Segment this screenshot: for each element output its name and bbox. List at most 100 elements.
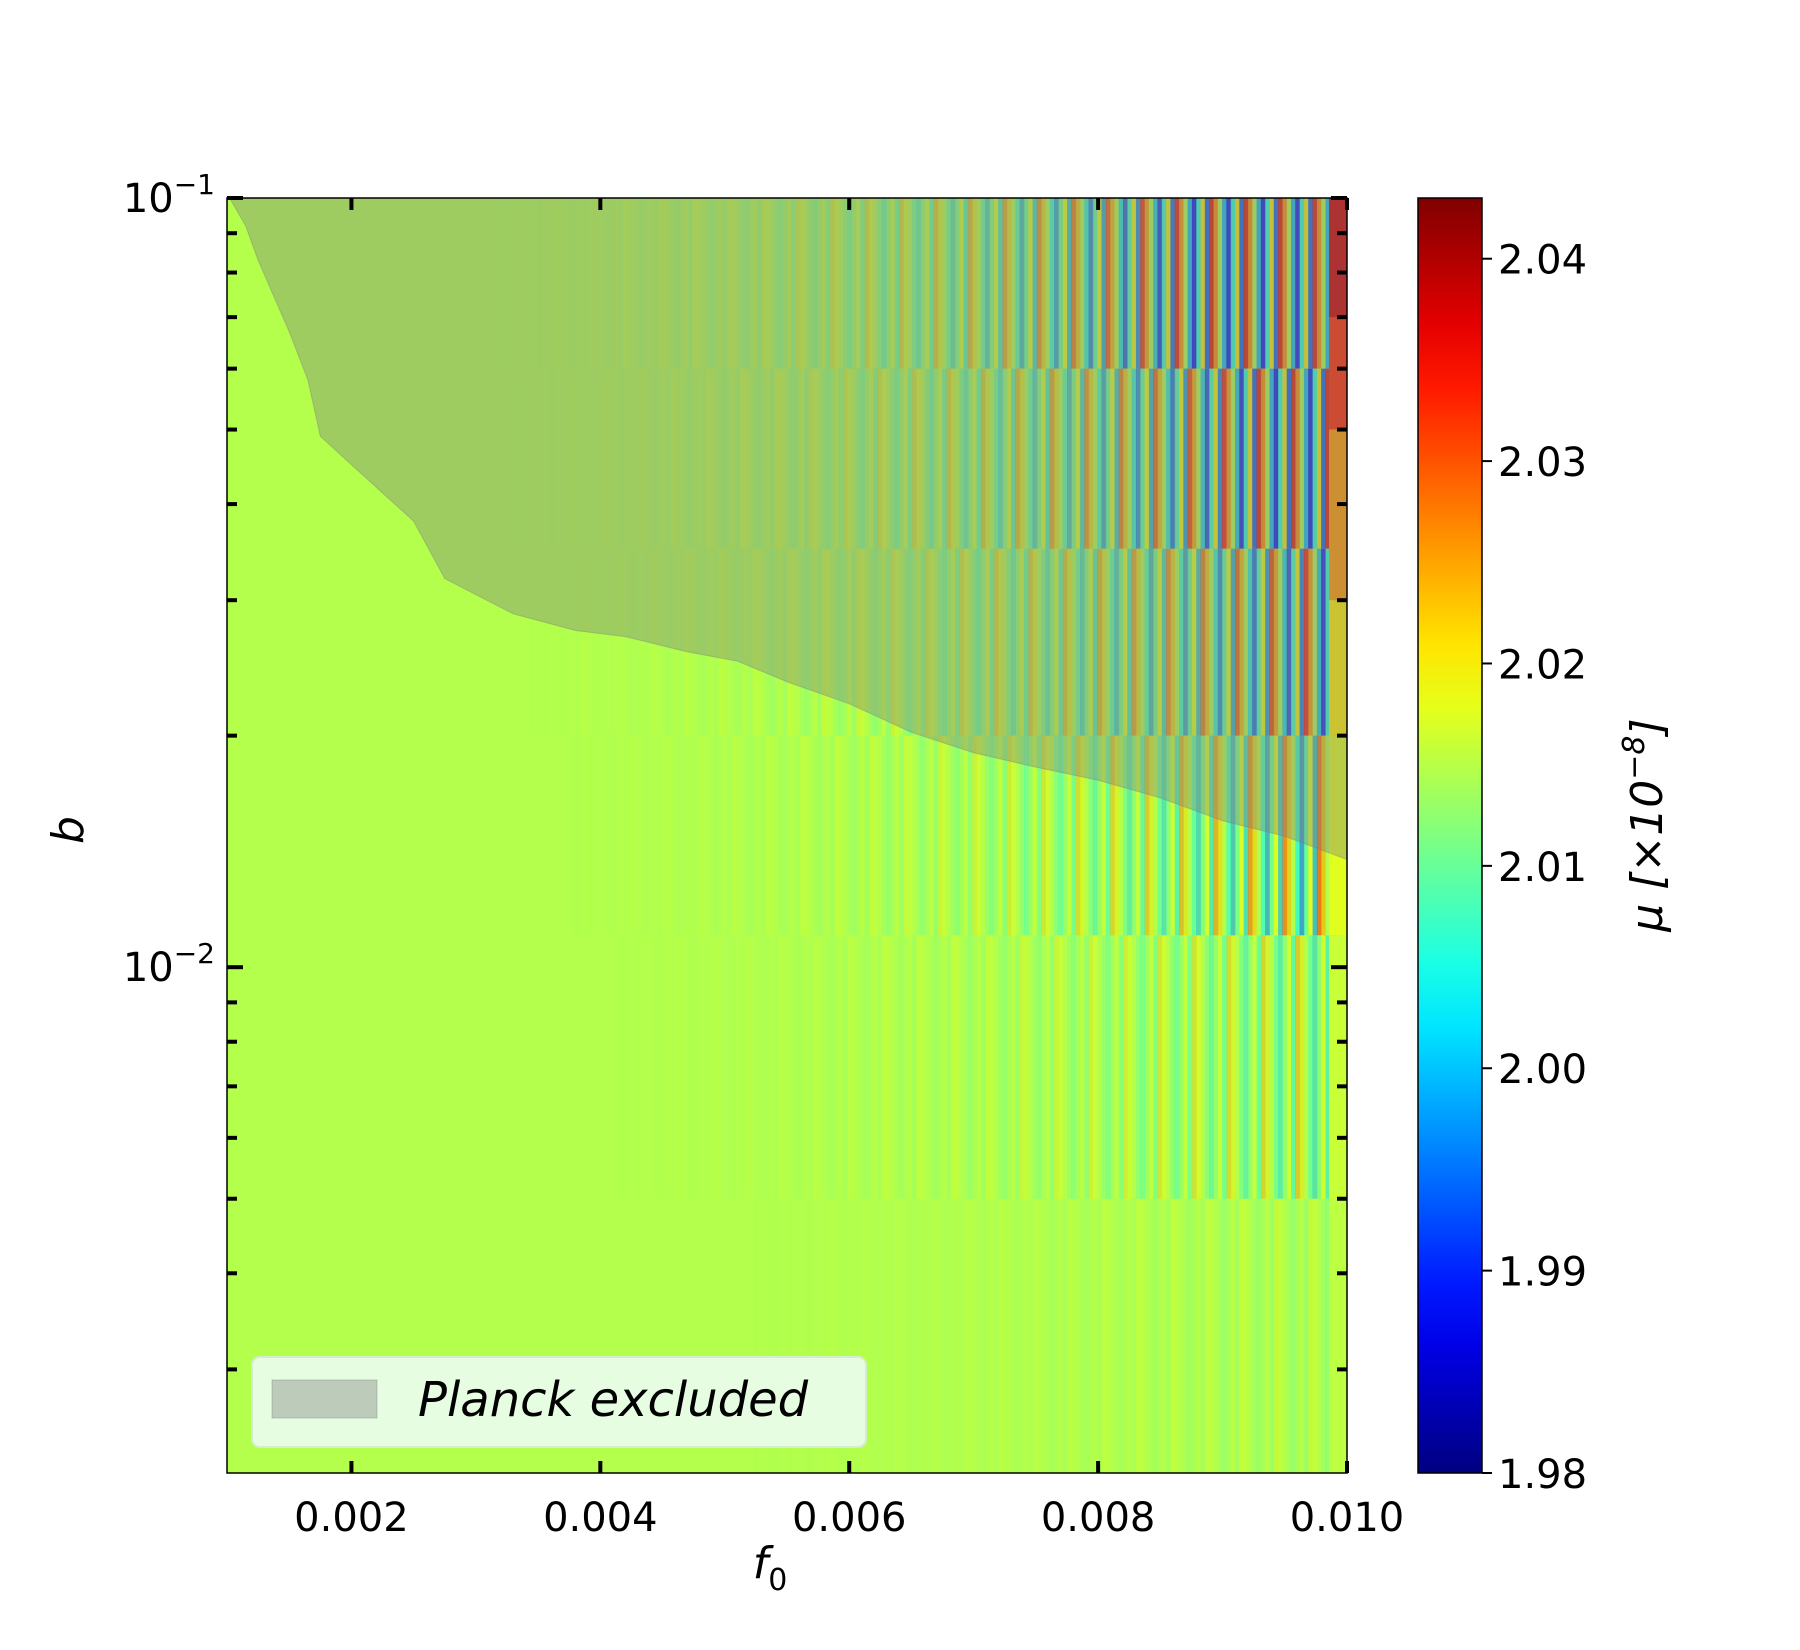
heatmap-stripe (1174, 548, 1180, 736)
heatmap-stripe (670, 548, 676, 736)
heatmap-stripe (1239, 548, 1245, 736)
heatmap-stripe (1230, 548, 1236, 736)
heatmap-stripe (1114, 368, 1120, 549)
heatmap-stripe (1006, 368, 1012, 549)
heatmap-stripe (1243, 1198, 1249, 1473)
heatmap-stripe (989, 1198, 995, 1473)
heatmap-stripe (881, 368, 887, 549)
heatmap-stripe (1148, 198, 1154, 369)
heatmap-stripe (812, 198, 818, 369)
heatmap-stripe (855, 198, 861, 369)
heatmap-stripe (1036, 935, 1042, 1199)
heatmap-stripe (907, 1198, 913, 1473)
heatmap-stripe (920, 735, 926, 936)
heatmap-stripe (726, 735, 732, 936)
heatmap-stripe (795, 198, 801, 369)
heatmap-stripe (804, 198, 810, 369)
heatmap-stripe (1140, 935, 1146, 1199)
heatmap-stripe (1166, 735, 1171, 936)
plot-frame (226, 197, 1348, 1474)
heatmap-stripe (976, 368, 982, 549)
heatmap-stripe (1054, 1198, 1059, 1473)
heatmap-stripe (1282, 935, 1288, 1199)
heatmap-stripe (735, 548, 741, 736)
heatmap-stripe (1041, 198, 1047, 369)
heatmap-stripe (1088, 548, 1094, 736)
heatmap-stripe (1153, 735, 1159, 936)
heatmap-stripe (778, 368, 784, 549)
heatmap-stripe (709, 935, 715, 1199)
heatmap-stripe (580, 368, 586, 549)
heatmap-stripe (955, 548, 960, 736)
heatmap-stripe (1273, 935, 1279, 1199)
heatmap-stripe (924, 198, 930, 369)
heatmap-stripe (838, 1198, 844, 1473)
heatmap-stripe (774, 935, 779, 1199)
heatmap-stripe (597, 368, 603, 549)
heatmap-stripe (834, 548, 840, 736)
heatmap-stripe (1075, 935, 1081, 1199)
heatmap-stripe (799, 1198, 805, 1473)
heatmap-stripe (726, 198, 732, 369)
heatmap-stripe (1321, 735, 1327, 936)
heatmap-stripe (1183, 735, 1189, 936)
heatmap-stripe (1105, 735, 1111, 936)
heatmap-stripe (610, 548, 616, 736)
heatmap-stripe (778, 935, 784, 1199)
heatmap-stripe (1179, 935, 1184, 1199)
heatmap-stripe (1179, 368, 1184, 549)
heatmap-stripe (1079, 1198, 1085, 1473)
heatmap-stripe (1265, 935, 1271, 1199)
heatmap-stripe (946, 1198, 952, 1473)
heatmap-stripe (1325, 548, 1331, 736)
heatmap-stripe (920, 548, 926, 736)
heatmap-stripe (1204, 548, 1210, 736)
heatmap-stripe (1028, 198, 1034, 369)
heatmap-stripe (1316, 548, 1322, 736)
heatmap-stripe (1209, 548, 1215, 736)
heatmap-right-edge-segment (1329, 429, 1347, 601)
heatmap-stripe (1183, 368, 1189, 549)
heatmap-stripe (817, 1198, 823, 1473)
heatmap-stripe (980, 368, 986, 549)
heatmap-stripe (903, 935, 909, 1199)
heatmap-stripe (528, 548, 534, 736)
heatmap-stripe (868, 935, 874, 1199)
heatmap-stripe (550, 368, 555, 549)
heatmap-stripe (1067, 548, 1072, 736)
heatmap-stripe (834, 198, 840, 369)
heatmap-stripe (537, 548, 543, 736)
heatmap-stripe (920, 1198, 926, 1473)
heatmap-stripe (1239, 935, 1245, 1199)
heatmap-stripe (804, 368, 810, 549)
heatmap-stripe (929, 198, 935, 369)
heatmap-stripe (1204, 735, 1210, 936)
heatmap-stripe (998, 548, 1003, 736)
heatmap-stripe (1135, 935, 1141, 1199)
heatmap-stripe (1161, 198, 1167, 369)
heatmap-stripe (881, 1198, 887, 1473)
heatmap-stripe (1157, 735, 1163, 936)
heatmap-stripe (1299, 1198, 1305, 1473)
heatmap-stripe (799, 198, 805, 369)
heatmap-stripe (1217, 198, 1223, 369)
heatmap-stripe (1011, 198, 1016, 369)
heatmap-stripe (1260, 368, 1266, 549)
heatmap-stripe (588, 198, 594, 369)
heatmap-stripe (1174, 368, 1180, 549)
heatmap-stripe (985, 368, 991, 549)
heatmap-stripe (1170, 935, 1176, 1199)
heatmap-stripe (1174, 198, 1180, 369)
heatmap-stripe (563, 368, 568, 549)
heatmap-stripe (588, 735, 594, 936)
heatmap-stripe (765, 735, 771, 936)
heatmap-stripe (1015, 548, 1021, 736)
heatmap-stripe (1286, 735, 1292, 936)
heatmap-stripe (1075, 198, 1081, 369)
heatmap-stripe (1273, 198, 1279, 369)
heatmap-stripe (550, 198, 555, 369)
heatmap-stripe (696, 198, 702, 369)
heatmap-stripe (675, 368, 680, 549)
heatmap-stripe (920, 935, 926, 1199)
heatmap-stripe (756, 1198, 762, 1473)
